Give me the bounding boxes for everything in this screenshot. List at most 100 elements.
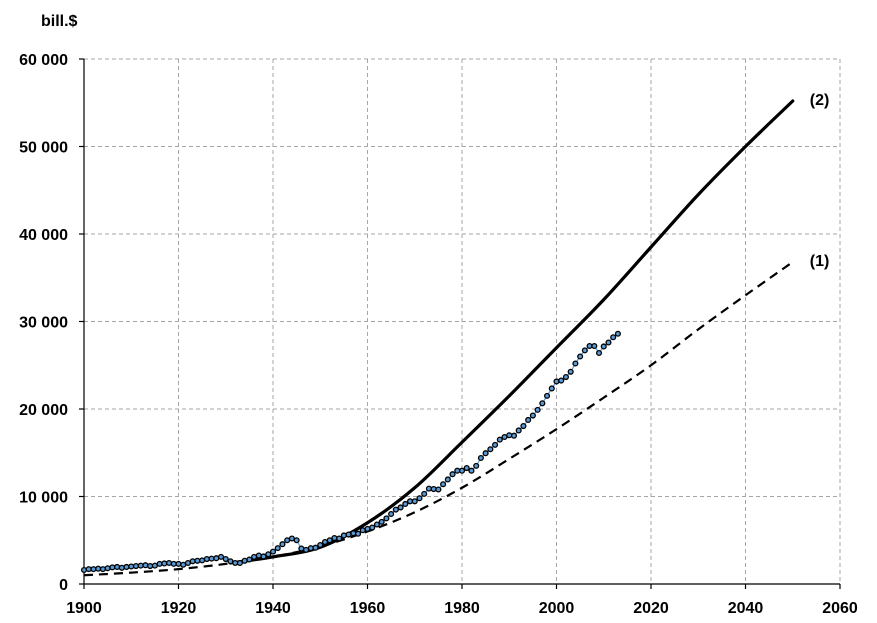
data-point — [161, 560, 168, 567]
data-point — [506, 432, 513, 439]
data-point — [128, 563, 135, 570]
x-tick-label: 2040 — [728, 600, 764, 617]
data-point — [336, 535, 343, 542]
data-point — [425, 485, 432, 492]
data-point — [562, 374, 569, 381]
data-point — [331, 535, 338, 542]
data-point — [288, 535, 295, 542]
x-tick-label: 1980 — [444, 600, 480, 617]
data-point — [213, 555, 220, 562]
data-point — [600, 343, 607, 350]
y-tick-label: 60 000 — [19, 52, 68, 69]
data-point — [610, 334, 617, 341]
data-point — [359, 527, 366, 534]
data-point — [458, 467, 466, 474]
x-tick-label: 2060 — [822, 600, 858, 617]
data-point — [123, 563, 130, 570]
data-point — [421, 490, 428, 497]
data-point — [402, 500, 409, 507]
series-label: (2) — [810, 92, 830, 109]
data-point — [340, 532, 347, 539]
data-point — [477, 454, 484, 462]
data-point — [90, 566, 97, 573]
data-point — [482, 450, 489, 457]
data-point — [572, 360, 579, 367]
data-point — [95, 565, 102, 572]
data-point — [369, 524, 376, 531]
data-point — [496, 436, 503, 443]
x-axis-ticks: 1900 1920 1940 1960 1980 2000 2020 2040 2060 — [66, 584, 858, 617]
data-point — [222, 556, 229, 563]
data-point — [364, 525, 371, 532]
data-point — [109, 564, 116, 571]
data-point — [614, 330, 621, 337]
data-point — [373, 521, 381, 528]
data-point — [156, 560, 163, 567]
y-axis-unit-label: bill.$ — [41, 13, 78, 30]
data-point — [80, 566, 88, 574]
x-tick-label: 2000 — [539, 600, 575, 617]
data-point — [605, 339, 612, 346]
data-point — [142, 562, 149, 569]
x-tick-label: 1940 — [255, 600, 291, 617]
data-point — [492, 441, 499, 448]
data-point — [392, 506, 399, 513]
data-point — [246, 556, 253, 563]
data-point — [463, 465, 470, 472]
data-point — [265, 551, 272, 558]
data-point — [543, 392, 551, 399]
data-point — [99, 566, 106, 573]
data-point — [383, 515, 390, 522]
data-point — [217, 553, 225, 560]
data-point — [567, 368, 574, 375]
series-labels: (1) (2) — [810, 92, 830, 270]
series-label: (1) — [810, 253, 830, 270]
data-point — [378, 518, 385, 525]
data-point — [208, 555, 215, 562]
data-point — [515, 427, 522, 434]
data-point — [397, 504, 404, 511]
data-point — [241, 557, 248, 564]
data-point — [293, 537, 300, 544]
data-point — [307, 545, 314, 552]
data-point — [114, 563, 121, 570]
data-point — [104, 565, 111, 572]
data-point — [444, 476, 451, 483]
data-point — [534, 406, 541, 413]
data-point — [591, 342, 598, 350]
data-point — [416, 495, 423, 502]
data-markers — [80, 330, 621, 574]
data-point — [520, 423, 527, 430]
data-point — [577, 353, 584, 360]
data-point — [354, 530, 362, 537]
data-point — [350, 530, 357, 537]
data-point — [203, 556, 210, 563]
x-tick-label: 2020 — [633, 600, 669, 617]
series — [83, 99, 795, 577]
data-point — [255, 552, 262, 559]
data-point — [279, 541, 286, 548]
data-point — [388, 510, 395, 518]
data-point — [132, 563, 140, 570]
data-point — [468, 467, 475, 474]
data-point — [184, 559, 192, 567]
data-point — [317, 542, 324, 549]
data-point — [529, 412, 536, 419]
grid-lines — [84, 58, 841, 584]
data-point — [595, 349, 603, 357]
x-tick-label: 1960 — [350, 600, 386, 617]
series-1-line — [83, 261, 794, 577]
x-tick-label: 1900 — [66, 600, 102, 617]
data-point — [440, 481, 447, 488]
data-point — [175, 560, 182, 567]
data-point — [236, 559, 243, 567]
data-point — [430, 486, 437, 493]
data-point — [274, 545, 281, 552]
data-point — [553, 378, 560, 385]
y-tick-label: 30 000 — [19, 315, 68, 332]
data-point — [548, 385, 555, 392]
data-point — [189, 558, 196, 565]
data-point — [118, 564, 125, 571]
data-point — [525, 416, 532, 423]
